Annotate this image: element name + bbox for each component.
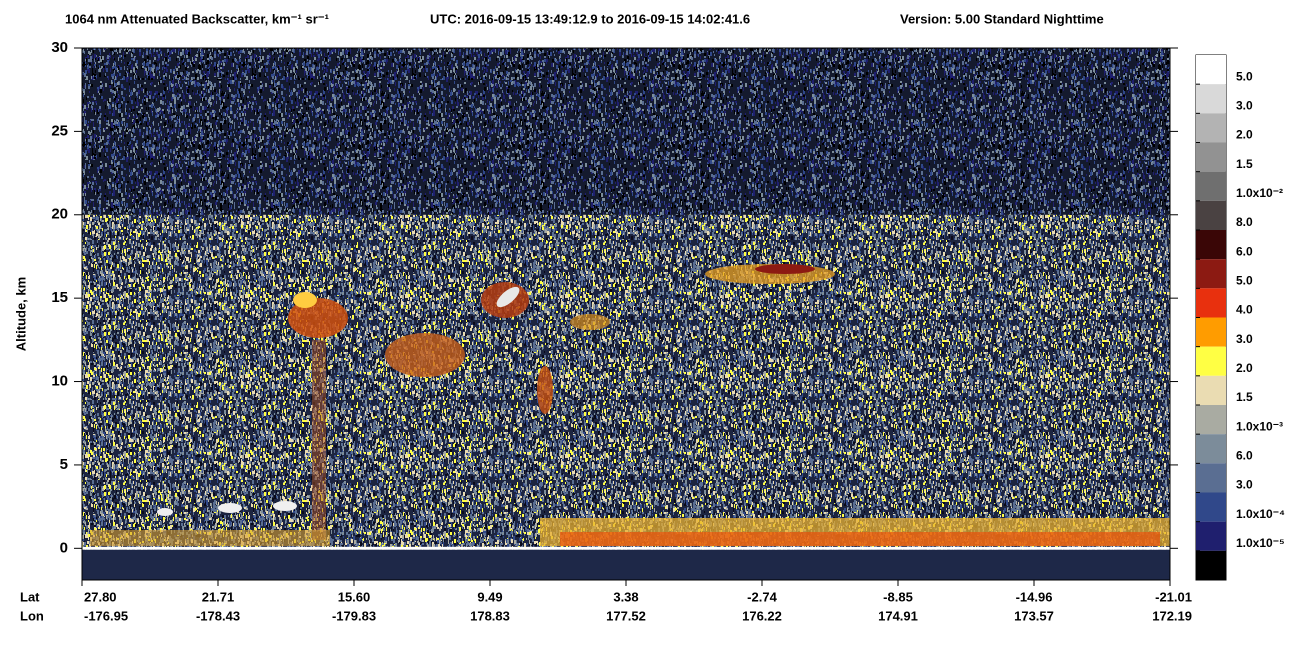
axes: 0 5 10 15 20 25 30 Lat Lon 27.80 -176.95 21.71 -178.… [20,39,1285,623]
lon-label: 173.57 [1014,608,1054,623]
lat-label: 3.38 [613,589,638,604]
lon-label: -179.83 [332,608,376,623]
lon-label: 174.91 [878,608,918,623]
y-tick-label: 25 [51,122,68,139]
colorbar-swatch [1196,346,1226,376]
lon-label: 178.83 [470,608,510,623]
y-tick-label: 30 [51,39,68,56]
y-tick-label: 0 [60,539,68,556]
y-tick-label: 10 [51,373,68,390]
curtain [82,48,1170,580]
surface-line [82,546,1170,550]
colorbar-label: 1.5 [1236,390,1253,404]
colorbar-label: 3.0 [1236,332,1253,346]
colorbar-label: 6.0 [1236,449,1253,463]
lat-label: -21.01 [1155,589,1192,604]
colorbar-swatch [1196,405,1226,435]
y-axis-label: Altitude, km [13,277,28,351]
colorbar-swatch [1196,230,1226,260]
lat-label: -8.85 [883,589,913,604]
y-tick-label: 20 [51,206,68,223]
colorbar-swatch [1196,317,1226,347]
x-row-label: Lon [20,608,44,623]
colorbar-label: 2.0 [1236,128,1253,142]
y-tick-label: 5 [60,456,68,473]
lon-label: -178.43 [196,608,240,623]
colorbar-label: 1.0x10⁻² [1236,186,1283,200]
lon-label: 172.19 [1152,608,1192,623]
colorbar-swatch [1196,288,1226,318]
colorbar-swatch [1196,492,1226,522]
time-range: UTC: 2016-09-15 13:49:12.9 to 2016-09-15… [430,11,750,26]
lat-label: 27.80 [84,589,117,604]
chart-title: 1064 nm Attenuated Backscatter, km⁻¹ sr⁻… [65,11,329,26]
lat-label: -2.74 [747,589,777,604]
colorbar-label: 3.0 [1236,478,1253,492]
colorbar-swatch [1196,113,1226,143]
cloud-features [288,264,835,540]
colorbar-label: 5.0 [1236,69,1253,83]
colorbar-label: 1.0x10⁻³ [1236,419,1283,433]
colorbar-swatch [1196,200,1226,230]
below-surface [82,549,1170,580]
lat-label: 21.71 [202,589,235,604]
colorbar-swatch [1196,434,1226,464]
colorbar-swatch [1196,375,1226,405]
colorbar-label: 3.0 [1236,99,1253,113]
colorbar-label: 8.0 [1236,215,1253,229]
colorbar-swatch [1196,171,1226,201]
boundary-layer [90,501,1170,546]
colorbar-swatch [1196,463,1226,493]
colorbar-swatch [1196,521,1226,551]
colorbar-swatch [1196,142,1226,172]
colorbar-label: 1.0x10⁻⁴ [1236,507,1285,521]
version: Version: 5.00 Standard Nighttime [900,11,1104,26]
colorbar-label: 1.5 [1236,157,1253,171]
lat-label: 9.49 [477,589,502,604]
colorbar-swatch [1196,84,1226,114]
colorbar-swatch [1196,55,1226,85]
upper-noise [82,48,1170,215]
colorbar-swatch [1196,259,1226,289]
lon-label: 177.52 [606,608,646,623]
colorbar-label: 1.0x10⁻⁵ [1236,536,1285,550]
lat-label: 15.60 [338,589,371,604]
y-tick-label: 15 [51,289,68,306]
colorbar-label: 5.0 [1236,274,1253,288]
lon-label: 176.22 [742,608,782,623]
colorbar-label: 2.0 [1236,361,1253,375]
lat-label: -14.96 [1016,589,1053,604]
colorbar-swatch [1196,550,1226,580]
x-row-label: Lat [20,589,40,604]
colorbar-label: 4.0 [1236,303,1253,317]
colorbar-label: 6.0 [1236,244,1253,258]
lon-label: -176.95 [84,608,128,623]
